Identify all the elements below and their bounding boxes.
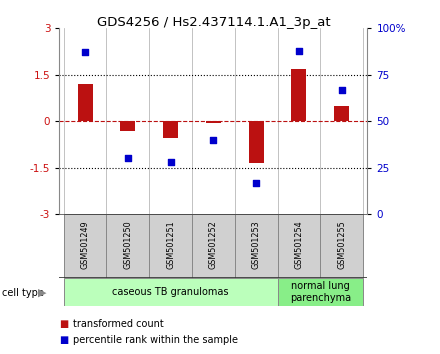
Point <box>210 137 217 143</box>
Text: GSM501255: GSM501255 <box>337 221 346 269</box>
Text: normal lung
parenchyma: normal lung parenchyma <box>290 281 351 303</box>
Point <box>253 180 260 185</box>
Point <box>125 156 132 161</box>
Point <box>81 50 88 55</box>
Text: GSM501249: GSM501249 <box>81 221 90 269</box>
Bar <box>163 121 178 138</box>
Text: GSM501252: GSM501252 <box>209 221 218 269</box>
Text: ▶: ▶ <box>38 288 47 298</box>
Text: cell type: cell type <box>2 288 44 298</box>
Point <box>167 159 174 165</box>
Bar <box>121 121 136 131</box>
Text: GSM501251: GSM501251 <box>166 221 175 269</box>
Bar <box>249 121 264 163</box>
Bar <box>192 214 235 278</box>
Text: GDS4256 / Hs2.437114.1.A1_3p_at: GDS4256 / Hs2.437114.1.A1_3p_at <box>97 16 330 29</box>
Bar <box>64 214 106 278</box>
Text: ■: ■ <box>59 335 69 345</box>
Bar <box>64 278 278 306</box>
Bar <box>320 214 363 278</box>
Point <box>338 87 345 92</box>
Text: GSM501253: GSM501253 <box>252 221 260 269</box>
Bar <box>235 214 278 278</box>
Point <box>295 48 302 53</box>
Bar <box>278 214 320 278</box>
Bar <box>291 69 306 121</box>
Bar <box>206 121 221 123</box>
Text: caseous TB granulomas: caseous TB granulomas <box>112 287 229 297</box>
Text: percentile rank within the sample: percentile rank within the sample <box>73 335 238 345</box>
Bar <box>106 214 149 278</box>
Bar <box>278 278 363 306</box>
Bar <box>149 214 192 278</box>
Text: GSM501250: GSM501250 <box>123 221 132 269</box>
Text: GSM501254: GSM501254 <box>294 221 304 269</box>
Bar <box>334 106 349 121</box>
Text: ■: ■ <box>59 319 69 329</box>
Bar <box>77 84 92 121</box>
Text: transformed count: transformed count <box>73 319 163 329</box>
